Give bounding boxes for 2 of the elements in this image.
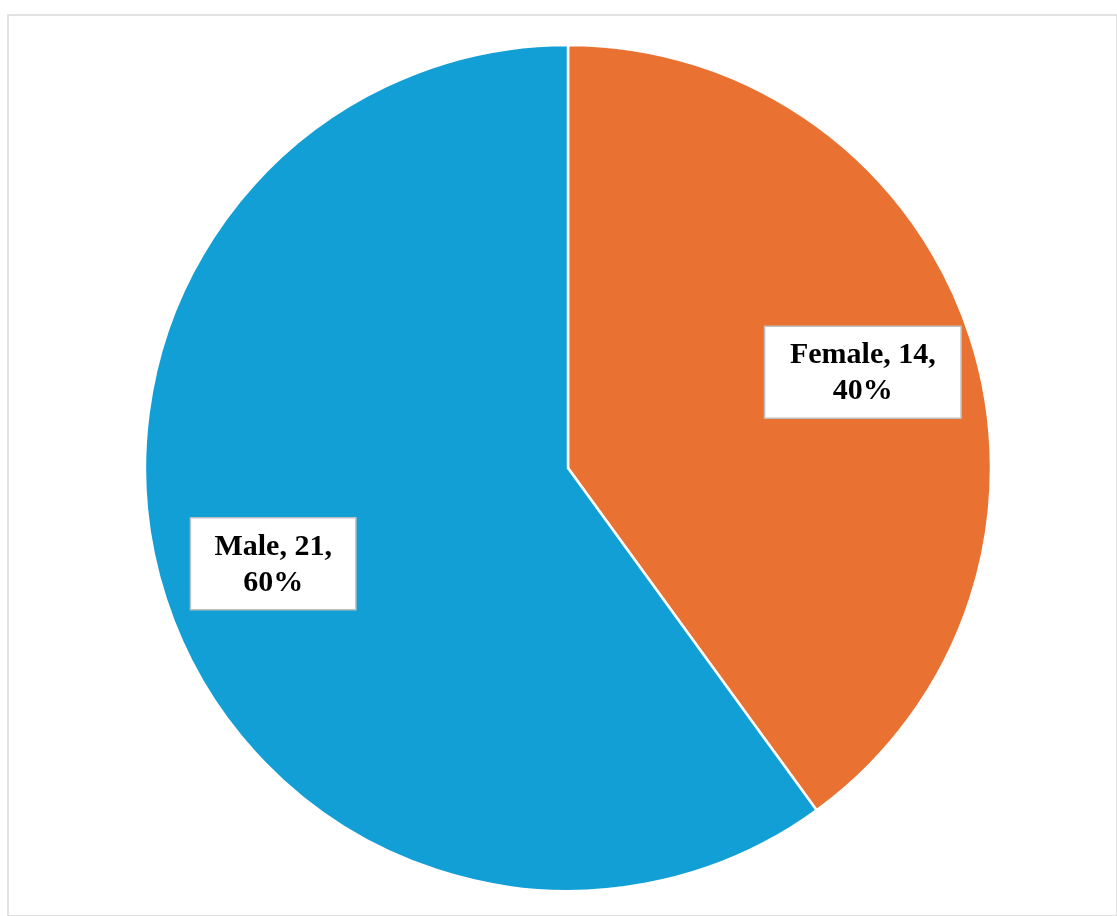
slice-label: Female, 14, 40% xyxy=(789,336,936,406)
slice-label: Male, 21, 60% xyxy=(214,527,332,597)
